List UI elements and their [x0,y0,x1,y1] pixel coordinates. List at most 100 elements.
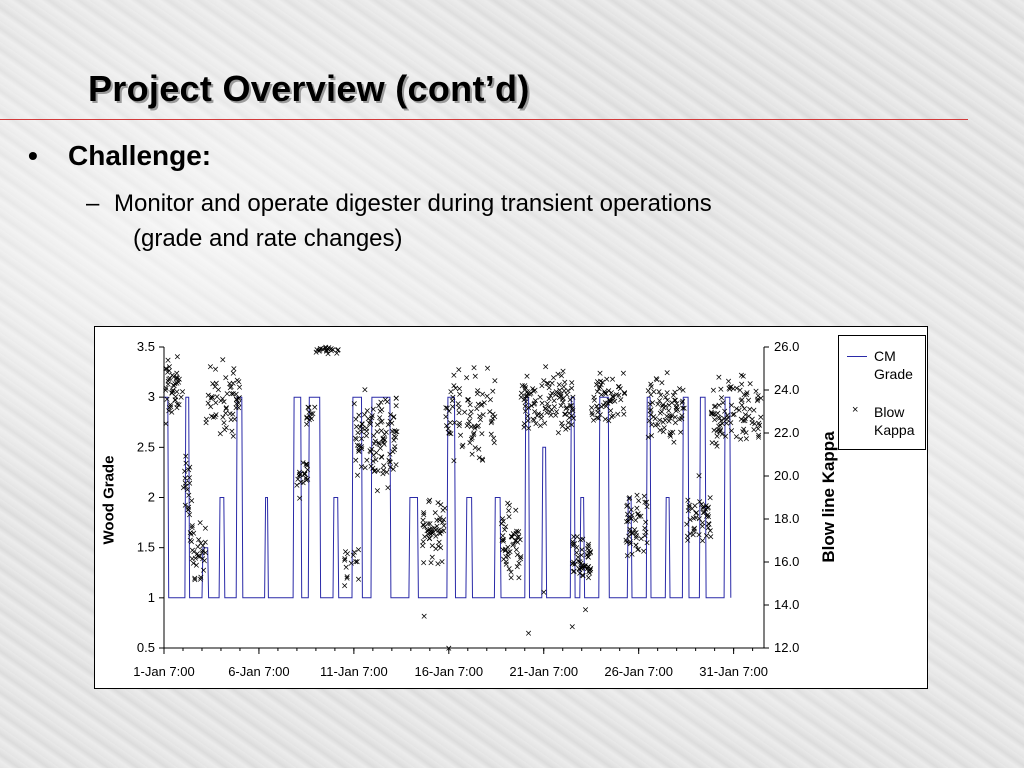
kappa-marker: × [556,380,564,390]
kappa-marker: × [647,390,655,400]
kappa-marker: × [596,369,604,379]
kappa-marker: × [755,431,763,441]
kappa-marker: × [432,544,440,554]
kappa-marker: × [748,419,756,429]
kappa-marker: × [199,547,207,557]
kappa-marker: × [369,464,377,474]
kappa-marker: × [508,532,516,542]
kappa-marker: × [566,401,574,411]
kappa-marker: × [506,548,514,558]
kappa-marker: × [514,550,522,560]
kappa-marker: × [293,481,301,491]
kappa-marker: × [578,545,586,555]
kappa-marker: × [641,498,649,508]
kappa-marker: × [383,397,391,407]
kappa-marker: × [361,464,369,474]
kappa-marker: × [436,516,444,526]
kappa-marker: × [489,387,497,397]
kappa-marker: × [486,408,494,418]
kappa-marker: × [202,538,210,548]
kappa-marker: × [221,426,229,436]
kappa-marker: × [757,394,765,404]
kappa-marker: × [527,389,535,399]
kappa-marker: × [188,497,196,507]
kappa-marker: × [177,393,185,403]
kappa-marker: × [182,482,190,492]
kappa-marker: × [187,530,195,540]
kappa-marker: × [434,499,442,509]
kappa-marker: × [435,542,443,552]
kappa-marker: × [699,536,707,546]
kappa-marker: × [388,419,396,429]
kappa-marker: × [735,406,743,416]
kappa-marker: × [164,356,172,366]
kappa-marker: × [699,522,707,532]
kappa-marker: × [632,533,640,543]
kappa-marker: × [350,551,358,561]
kappa-marker: × [633,504,641,514]
kappa-marker: × [296,470,304,480]
kappa-marker: × [576,565,584,575]
kappa-marker: × [388,427,396,437]
kappa-marker: × [390,465,398,475]
kappa-marker: × [475,454,483,464]
kappa-marker: × [667,432,675,442]
slide-title: Project Overview (cont’d) [88,68,530,109]
kappa-marker: × [721,407,729,417]
kappa-marker: × [514,533,522,543]
kappa-marker: × [715,426,723,436]
kappa-marker: × [166,403,174,413]
y-tick-label-right: 26.0 [774,339,799,354]
kappa-marker: × [531,386,539,396]
kappa-marker: × [182,479,190,489]
kappa-marker: × [315,347,323,357]
kappa-marker: × [199,542,207,552]
kappa-marker: × [580,562,588,572]
kappa-marker: × [569,559,577,569]
kappa-marker: × [451,419,459,429]
kappa-marker: × [368,412,376,422]
kappa-marker: × [642,528,650,538]
kappa-marker: × [426,519,434,529]
kappa-marker: × [727,382,735,392]
kappa-marker: × [672,419,680,429]
kappa-marker: × [162,364,170,374]
kappa-marker: × [672,407,680,417]
kappa-marker: × [546,407,554,417]
kappa-marker: × [707,527,715,537]
kappa-marker: × [380,440,388,450]
y-tick-label-right: 22.0 [774,425,799,440]
kappa-marker: × [426,535,434,545]
kappa-marker: × [621,388,629,398]
kappa-marker: × [367,462,375,472]
kappa-marker: × [540,588,548,598]
kappa-marker: × [578,551,586,561]
kappa-marker: × [464,396,472,406]
kappa-marker: × [708,410,716,420]
kappa-marker: × [653,376,661,386]
kappa-marker: × [597,377,605,387]
kappa-marker: × [588,408,596,418]
kappa-marker: × [182,459,190,469]
kappa-marker: × [478,455,486,465]
kappa-marker: × [342,563,350,573]
kappa-marker: × [623,538,631,548]
kappa-marker: × [570,567,578,577]
kappa-marker: × [169,371,177,381]
kappa-marker: × [222,373,230,383]
kappa-marker: × [500,535,508,545]
kappa-marker: × [543,409,551,419]
kappa-marker: × [165,375,173,385]
sub-bullet-line-2: (grade and rate changes) [133,225,403,252]
kappa-marker: × [754,396,762,406]
kappa-marker: × [579,563,587,573]
kappa-marker: × [464,395,472,405]
kappa-marker: × [468,435,476,445]
kappa-marker: × [467,422,475,432]
kappa-marker: × [380,461,388,471]
kappa-marker: × [481,398,489,408]
kappa-marker: × [647,411,655,421]
kappa-marker: × [229,410,237,420]
kappa-marker: × [699,518,707,528]
kappa-marker: × [387,410,395,420]
